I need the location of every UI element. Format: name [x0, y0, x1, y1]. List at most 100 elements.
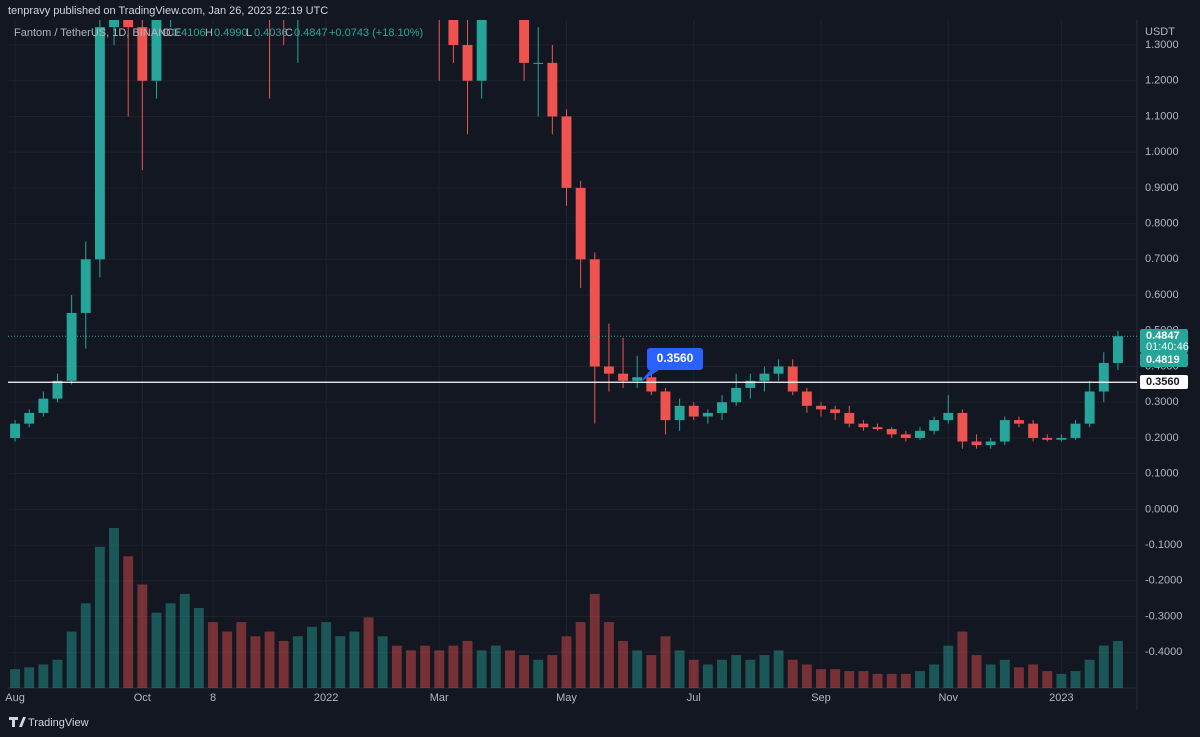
volume-bar	[462, 640, 473, 688]
volume-bar	[1084, 659, 1095, 688]
volume-bar	[151, 612, 162, 688]
open-value: 0.4106	[172, 27, 206, 39]
volume-bar	[165, 603, 176, 688]
high-value: 0.4990	[214, 27, 248, 39]
volume-bar	[363, 617, 374, 688]
price-label: 0.3560	[1146, 376, 1180, 388]
candle-body	[589, 259, 600, 367]
candle-body	[999, 420, 1010, 442]
change-value: +0.0743 (+18.10%)	[329, 27, 423, 39]
volume-bar	[900, 673, 911, 688]
currency-label: USDT	[1145, 26, 1175, 38]
volume-bar	[618, 640, 629, 688]
volume-bar	[702, 664, 713, 688]
candle-body	[1028, 423, 1039, 438]
price-label: 0.4847	[1146, 330, 1180, 342]
y-tick-label: 0.7000	[1145, 253, 1179, 265]
volume-bar	[547, 655, 558, 688]
y-tick-label: 1.3000	[1145, 39, 1179, 51]
candle-body	[816, 405, 826, 410]
callout-label: 0.3560	[657, 351, 694, 365]
candle-body	[915, 430, 925, 438]
x-tick-label: Aug	[5, 692, 25, 704]
volume-bar	[490, 645, 501, 688]
candle-body	[674, 405, 685, 421]
y-tick-label: 0.1000	[1145, 468, 1179, 480]
candle-body	[929, 420, 940, 431]
candle-body	[731, 387, 742, 403]
volume-bar	[519, 655, 530, 688]
volume-bar	[1042, 671, 1053, 688]
volume-bar	[476, 650, 487, 688]
y-tick-label: 0.6000	[1145, 289, 1179, 301]
candle-layer	[10, 20, 1123, 449]
high-letter: H	[205, 27, 213, 39]
candle-body	[1098, 362, 1109, 392]
x-tick-label: 8	[210, 692, 216, 704]
price-label-box	[1140, 375, 1188, 389]
candle-body	[123, 20, 134, 28]
y-tick-label: 1.1000	[1145, 110, 1179, 122]
volume-bar	[278, 640, 289, 688]
candle-body	[943, 412, 954, 421]
candle-body	[603, 366, 614, 374]
volume-bar	[1070, 671, 1081, 688]
x-tick-label: Mar	[430, 692, 449, 704]
volume-bar	[193, 608, 204, 688]
candle-body	[462, 45, 473, 81]
volume-bar	[999, 659, 1010, 688]
volume-bar	[52, 659, 63, 688]
volume-bar	[872, 673, 883, 688]
volume-bar	[915, 671, 925, 688]
volume-bar	[420, 645, 431, 688]
x-tick-label: Oct	[134, 692, 151, 704]
volume-bar	[1028, 664, 1039, 688]
volume-bar	[1098, 645, 1109, 688]
volume-bar	[745, 659, 756, 688]
volume-bar	[985, 664, 996, 688]
volume-bar	[561, 636, 572, 688]
candle-body	[151, 20, 162, 81]
candle-body	[10, 423, 21, 438]
candle-body	[1084, 391, 1095, 424]
volume-layer	[10, 528, 1123, 688]
volume-bar	[759, 655, 770, 688]
price-label-box	[1140, 329, 1188, 353]
x-tick-label: 2023	[1049, 692, 1073, 704]
candle-body	[109, 20, 119, 28]
volume-bar	[632, 650, 643, 688]
candle-body	[38, 398, 49, 413]
candle-body	[1056, 437, 1067, 440]
candle-body	[561, 116, 572, 188]
volume-bar	[674, 650, 685, 688]
volume-bar	[222, 631, 233, 688]
y-tick-label: 0.8000	[1145, 218, 1179, 230]
candle-body	[66, 312, 77, 381]
volume-bar	[688, 659, 699, 688]
volume-bar	[38, 664, 49, 688]
candle-body	[872, 427, 883, 430]
volume-bar	[250, 636, 261, 688]
volume-bar	[816, 669, 826, 688]
y-tick-label: 0.9000	[1145, 182, 1179, 194]
volume-bar	[801, 664, 812, 688]
volume-bar	[137, 584, 148, 688]
price-label: 0.4819	[1146, 354, 1180, 366]
volume-bar	[1014, 667, 1024, 688]
candle-body	[1112, 336, 1123, 363]
x-tick-label: 2022	[314, 692, 338, 704]
candle-body	[787, 366, 798, 392]
volume-bar	[66, 631, 77, 688]
volume-bar	[179, 593, 190, 688]
candle-body	[900, 434, 911, 438]
y-tick-label: 1.0000	[1145, 146, 1179, 158]
close-value: 0.4847	[294, 27, 328, 39]
volume-bar	[773, 650, 784, 688]
candle-body	[1042, 437, 1053, 440]
candle-body	[476, 20, 487, 81]
volume-bar	[123, 556, 134, 688]
candle-body	[646, 377, 657, 392]
grid	[8, 20, 1137, 688]
volume-bar	[109, 528, 119, 688]
